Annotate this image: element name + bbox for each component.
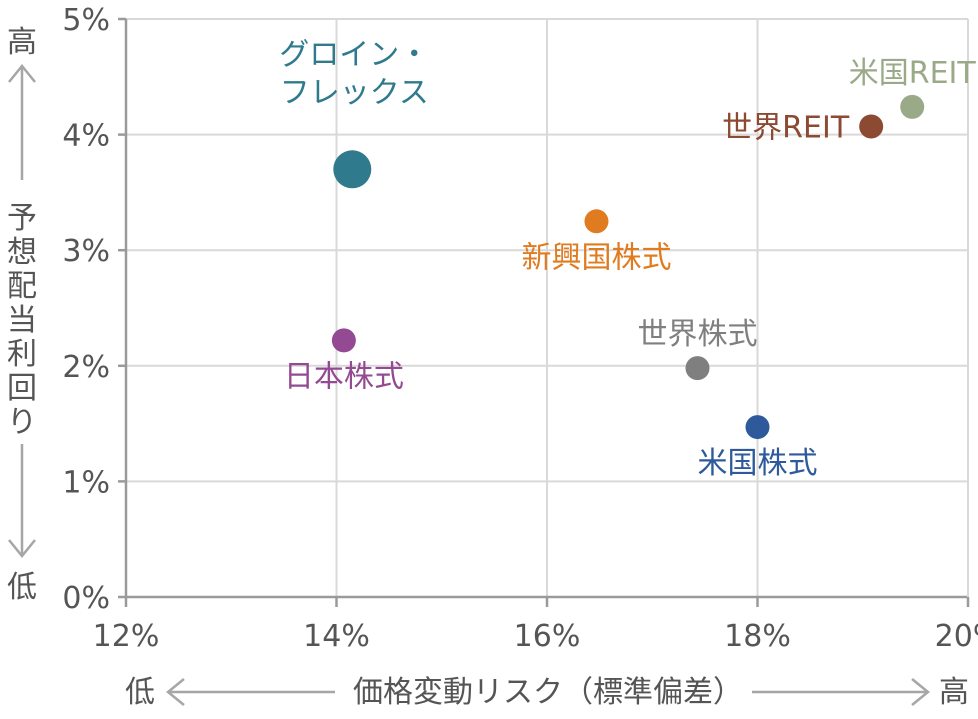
y-tick-label: 2%	[62, 350, 110, 385]
y-axis-title: 予想配当利回り	[7, 201, 37, 440]
x-axis-low-label: 低	[125, 675, 155, 710]
y-tick-label: 5%	[62, 3, 110, 38]
y-axis-low-label: 低	[7, 570, 37, 605]
y-tick-label: 1%	[62, 465, 110, 500]
x-axis-title: 価格変動リスク（標準偏差）	[353, 675, 743, 710]
plot-frame	[118, 17, 970, 607]
point-label: グロイン・フレックス	[279, 37, 429, 110]
x-tick-label: 12%	[93, 619, 160, 654]
y-axis-high-label: 高	[7, 25, 37, 60]
y-tick-label: 4%	[62, 119, 110, 154]
scatter-point	[584, 209, 609, 234]
y-axis-indicator: 高 予想配当利回り 低	[7, 25, 37, 605]
x-tick-label: 16%	[514, 619, 581, 654]
scatter-point	[900, 94, 925, 119]
y-tick-labels: 0% 1% 2% 3% 4% 5%	[62, 3, 110, 616]
x-axis-indicator: 低 価格変動リスク（標準偏差） 高	[125, 675, 969, 710]
scatter-point	[859, 114, 884, 139]
x-tick-label: 18%	[724, 619, 791, 654]
point-label: 日本株式	[284, 359, 404, 394]
scatter-point	[685, 356, 710, 381]
grid-lines	[126, 18, 968, 597]
x-axis-high-label: 高	[939, 675, 969, 710]
scatter-point	[745, 415, 770, 440]
point-label: 米国REIT	[849, 56, 977, 91]
x-tick-labels: 12% 14% 16% 18% 20%	[93, 619, 978, 654]
scatter-point	[333, 150, 372, 189]
x-arrow-left-head	[166, 678, 185, 706]
point-label: 新興国株式	[521, 240, 671, 275]
x-tick-label: 14%	[303, 619, 370, 654]
point-label: 世界株式	[638, 317, 758, 352]
y-tick-label: 0%	[62, 581, 110, 616]
y-arrow-up-head	[8, 64, 36, 83]
point-label: 米国株式	[698, 446, 818, 481]
y-arrow-down-head	[8, 539, 36, 558]
point-label: 世界REIT	[722, 111, 850, 146]
x-tick-label: 20%	[935, 619, 978, 654]
scatter-point	[331, 328, 356, 353]
x-arrow-right-head	[911, 678, 930, 706]
y-tick-label: 3%	[62, 234, 110, 269]
